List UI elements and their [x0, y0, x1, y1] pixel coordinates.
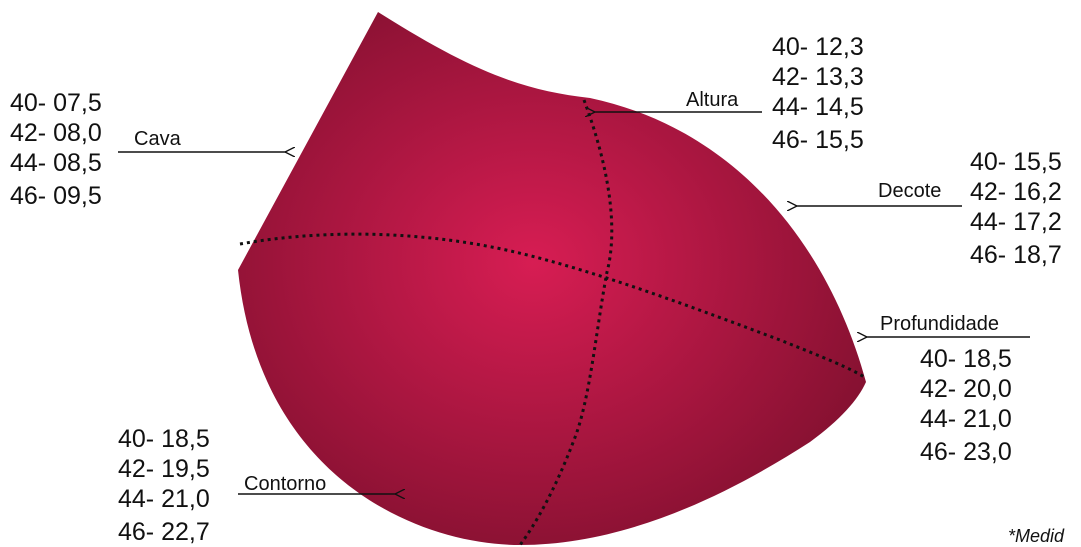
altura-value: 42- 13,3: [772, 63, 864, 91]
decote-value: 40- 15,5: [970, 148, 1062, 176]
decote-value: 44- 17,2: [970, 208, 1062, 236]
contorno-values: 40- 18,5 42- 19,5 44- 21,0 46- 22,7: [118, 424, 210, 547]
profundidade-value: 46- 23,0: [920, 438, 1012, 466]
contorno-value: 40- 18,5: [118, 425, 210, 453]
altura-values: 40- 12,3 42- 13,3 44- 14,5 46- 15,5: [772, 32, 864, 155]
altura-value: 44- 14,5: [772, 93, 864, 121]
decote-value: 46- 18,7: [970, 241, 1062, 269]
cup-shape: [238, 12, 866, 545]
cava-value: 42- 08,0: [10, 119, 102, 147]
cava-label: Cava: [134, 128, 181, 150]
contorno-value: 44- 21,0: [118, 485, 210, 513]
profundidade-seam: [239, 232, 867, 380]
contorno-value: 46- 22,7: [118, 518, 210, 546]
altura-value: 40- 12,3: [772, 33, 864, 61]
profundidade-label: Profundidade: [880, 313, 999, 335]
contorno-label: Contorno: [244, 473, 327, 495]
altura-value: 46- 15,5: [772, 126, 864, 154]
profundidade-value: 40- 18,5: [920, 345, 1012, 373]
decote-value: 42- 16,2: [970, 178, 1062, 206]
cava-value: 40- 07,5: [10, 89, 102, 117]
decote-label: Decote: [878, 180, 942, 202]
profundidade-value: 44- 21,0: [920, 405, 1012, 433]
cava-value: 46- 09,5: [10, 182, 102, 210]
footnote: *Medid: [1008, 526, 1065, 546]
decote-values: 40- 15,5 42- 16,2 44- 17,2 46- 18,7: [970, 147, 1062, 270]
altura-label: Altura: [686, 89, 739, 111]
profundidade-value: 42- 20,0: [920, 375, 1012, 403]
cava-values: 40- 07,5 42- 08,0 44- 08,5 46- 09,5: [10, 88, 102, 211]
profundidade-values: 40- 18,5 42- 20,0 44- 21,0 46- 23,0: [920, 344, 1012, 467]
contorno-value: 42- 19,5: [118, 455, 210, 483]
altura-seam: [518, 99, 614, 546]
cava-value: 44- 08,5: [10, 149, 102, 177]
